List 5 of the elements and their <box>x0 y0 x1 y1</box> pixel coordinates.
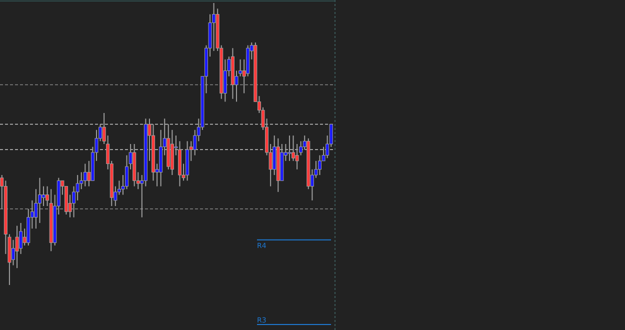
candlestick <box>15 225 19 269</box>
candlestick <box>42 186 46 207</box>
candlestick <box>83 163 87 187</box>
candlestick <box>288 135 292 162</box>
candlestick <box>318 154 322 176</box>
